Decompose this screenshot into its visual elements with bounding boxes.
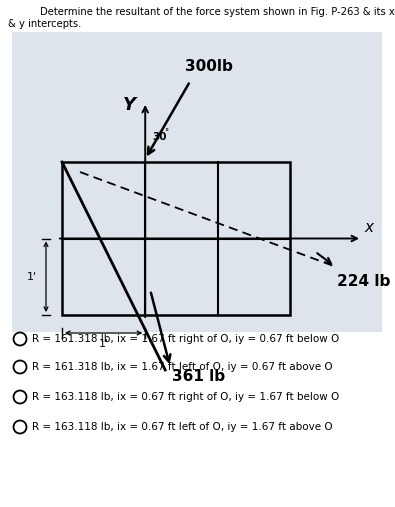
Text: °: ° [164,128,168,137]
Text: Y: Y [123,96,136,114]
Bar [12,32,382,332]
Text: 300lb: 300lb [185,59,233,74]
Text: Determine the resultant of the force system shown in Fig. P-263 & its x: Determine the resultant of the force sys… [40,7,395,17]
Text: R = 163.118 lb, ix = 0.67 ft left of O, iy = 1.67 ft above O: R = 163.118 lb, ix = 0.67 ft left of O, … [32,422,333,432]
Text: R = 163.118 lb, ix = 0.67 ft right of O, iy = 1.67 ft below O: R = 163.118 lb, ix = 0.67 ft right of O,… [32,392,339,402]
Text: R = 161.318 lb, ix = 1.67 ft left of O, iy = 0.67 ft above O: R = 161.318 lb, ix = 1.67 ft left of O, … [32,362,333,372]
Text: & y intercepts.: & y intercepts. [8,19,81,29]
Text: R = 161.318 lb, ix = 1.67 ft right of O, iy = 0.67 ft below O: R = 161.318 lb, ix = 1.67 ft right of O,… [32,334,339,344]
Text: 224 lb: 224 lb [337,274,390,289]
Text: 361 lb: 361 lb [172,369,225,384]
Text: 1': 1' [98,339,109,349]
Text: x: x [364,221,373,235]
Bar [62,162,290,315]
Text: 1': 1' [27,272,37,282]
Text: 30: 30 [152,132,167,142]
